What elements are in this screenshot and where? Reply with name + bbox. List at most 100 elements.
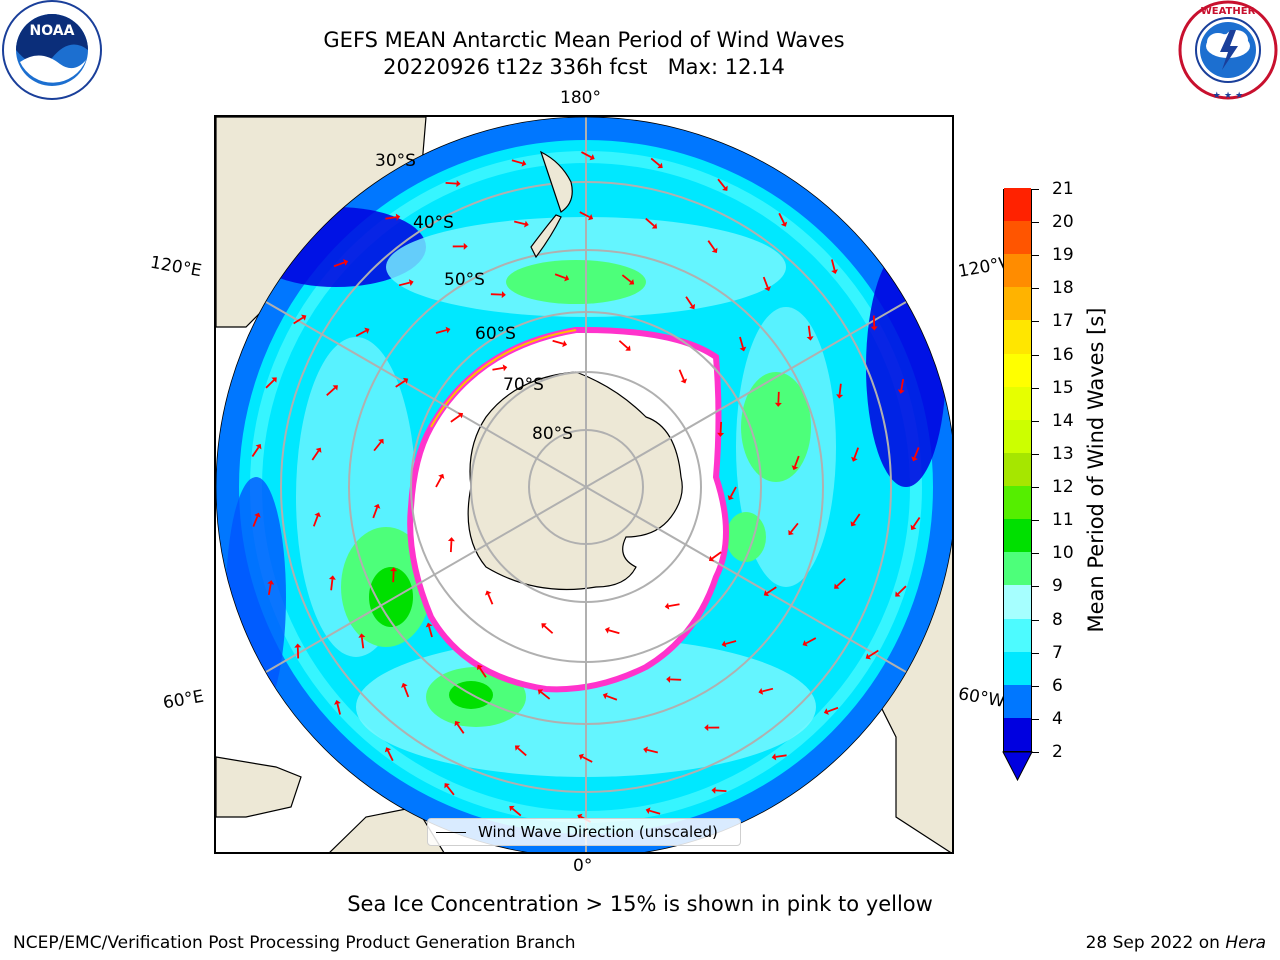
footer-date: 28 Sep 2022 on Hera	[1086, 933, 1266, 953]
wave-direction-arrowhead	[332, 385, 338, 391]
wave-direction-arrowhead	[476, 664, 483, 671]
colorbar-segment	[1004, 584, 1031, 619]
colorbar-tick	[1032, 619, 1039, 621]
wave-direction-arrowhead	[328, 575, 336, 580]
colorbar-segment	[1004, 319, 1031, 354]
wave-direction-arrow	[446, 785, 455, 796]
colorbar-segment	[1004, 651, 1031, 685]
colorbar-tick	[1032, 288, 1039, 290]
wave-direction-arrow	[311, 450, 320, 461]
colorbar-tick-label: 21	[1052, 179, 1074, 199]
wave-direction-arrowhead	[602, 692, 608, 700]
wave-direction-arrow	[265, 379, 275, 389]
wave-direction-arrowhead	[870, 326, 878, 331]
colorbar-segment	[1004, 386, 1031, 420]
colorbar-segment	[1004, 717, 1031, 751]
wave-direction-arrowhead	[643, 746, 648, 754]
colorbar-tick	[1032, 586, 1039, 588]
wave-direction-arrow	[618, 340, 629, 349]
colorbar-extend-arrow	[1002, 751, 1033, 782]
wave-direction-arrowhead	[604, 626, 610, 634]
wave-direction-arrowhead	[666, 675, 671, 683]
wave-direction-arrow	[435, 329, 447, 334]
footer-date-text: 28 Sep 2022 on	[1085, 933, 1220, 953]
wave-direction-arrowhead	[764, 286, 771, 292]
legend-line-swatch	[436, 832, 466, 833]
wave-direction-arrowhead	[502, 364, 508, 372]
colorbar-tick	[1032, 321, 1039, 323]
land-new-zealand	[530, 150, 573, 259]
wave-direction-arrowhead	[802, 640, 808, 647]
wave-direction-arrowhead	[524, 220, 529, 228]
wave-direction-arrow	[403, 686, 410, 698]
colorbar-segment	[1004, 684, 1031, 718]
colorbar-segment	[1004, 187, 1031, 222]
footer-producer: NCEP/EMC/Verification Post Processing Pr…	[13, 933, 576, 953]
wave-direction-arrowhead	[664, 602, 670, 610]
wave-direction-arrow	[790, 522, 799, 533]
lat-label-40s: 40°S	[413, 213, 454, 233]
wave-direction-arrowhead	[711, 247, 718, 253]
wave-direction-arrow	[450, 414, 461, 423]
map-canvas	[216, 117, 952, 852]
wave-direction-arrowhead	[408, 279, 414, 287]
wave-direction-arrow	[775, 754, 787, 758]
sea-ice-caption: Sea Ice Concentration > 15% is shown in …	[347, 892, 933, 916]
wave-direction-arrow	[581, 151, 592, 158]
wave-direction-arrow	[582, 756, 593, 763]
wave-direction-arrowhead	[454, 721, 461, 727]
colorbar-tick	[1032, 387, 1039, 389]
wave-direction-arrow	[333, 261, 345, 268]
colorbar-tick-label: 20	[1052, 212, 1074, 233]
wind-wave-arrows	[251, 151, 921, 823]
wave-direction-arrowhead	[721, 640, 727, 648]
colorbar-tick	[1032, 553, 1039, 555]
wave-direction-arrow	[554, 273, 566, 279]
colorbar-tick-label: 11	[1052, 510, 1074, 531]
colorbar-segment	[1004, 485, 1031, 520]
wave-direction-arrow	[355, 329, 367, 337]
wave-direction-arrow	[838, 383, 842, 395]
polar-map	[214, 115, 954, 854]
chart-subtitle: 20220926 t12z 336h fcst Max: 12.14	[383, 55, 785, 79]
wave-direction-arrowhead	[865, 653, 871, 660]
wave-direction-arrow	[608, 629, 620, 635]
wave-direction-arrowhead	[758, 687, 764, 695]
wave-direction-arrow	[868, 649, 879, 658]
wave-direction-arrow	[668, 603, 680, 608]
wave-direction-arrow	[729, 486, 737, 498]
lat-label-60s: 60°S	[475, 324, 516, 344]
colorbar-segment	[1004, 551, 1031, 586]
lat-label-50s: 50°S	[444, 270, 485, 290]
colorbar-tick	[1032, 718, 1039, 720]
wave-direction-arrow	[395, 380, 406, 388]
wave-direction-arrow	[360, 637, 365, 649]
wave-direction-arrowhead	[834, 583, 840, 589]
wave-direction-arrow	[707, 240, 716, 251]
wave-direction-arrow	[330, 579, 334, 591]
colorbar-segment	[1004, 253, 1031, 288]
wave-direction-arrowhead	[457, 412, 464, 419]
wave-direction-arrow	[398, 281, 410, 287]
colorbar-segment	[1004, 286, 1031, 321]
colorbar-tick	[1032, 255, 1039, 257]
wave-direction-arrowhead	[651, 223, 658, 229]
wave-direction-arrowhead	[577, 813, 583, 820]
wave-direction-arrowhead	[425, 622, 433, 628]
colorbar-tick-label: 4	[1052, 708, 1063, 729]
wave-direction-arrowhead	[836, 394, 844, 399]
colorbar-label: Mean Period of Wind Waves [s]	[1084, 307, 1108, 633]
colorbar-tick-label: 2	[1052, 742, 1063, 762]
wave-direction-arrowhead	[401, 682, 408, 688]
wave-direction-arrowhead	[514, 745, 521, 751]
wave-direction-arrowhead	[301, 314, 307, 321]
colorbar-tick-label: 16	[1052, 344, 1074, 365]
colorbar-tick-label: 7	[1052, 642, 1063, 663]
wave-direction-arrow	[719, 421, 723, 433]
wave-direction-arrowhead	[851, 456, 858, 462]
wave-direction-arrow	[831, 259, 836, 271]
wave-direction-arrowhead	[564, 274, 570, 282]
wave-direction-arrowhead	[587, 214, 594, 221]
wave-direction-arrowhead	[589, 154, 595, 161]
wave-direction-arrowhead	[722, 185, 728, 191]
